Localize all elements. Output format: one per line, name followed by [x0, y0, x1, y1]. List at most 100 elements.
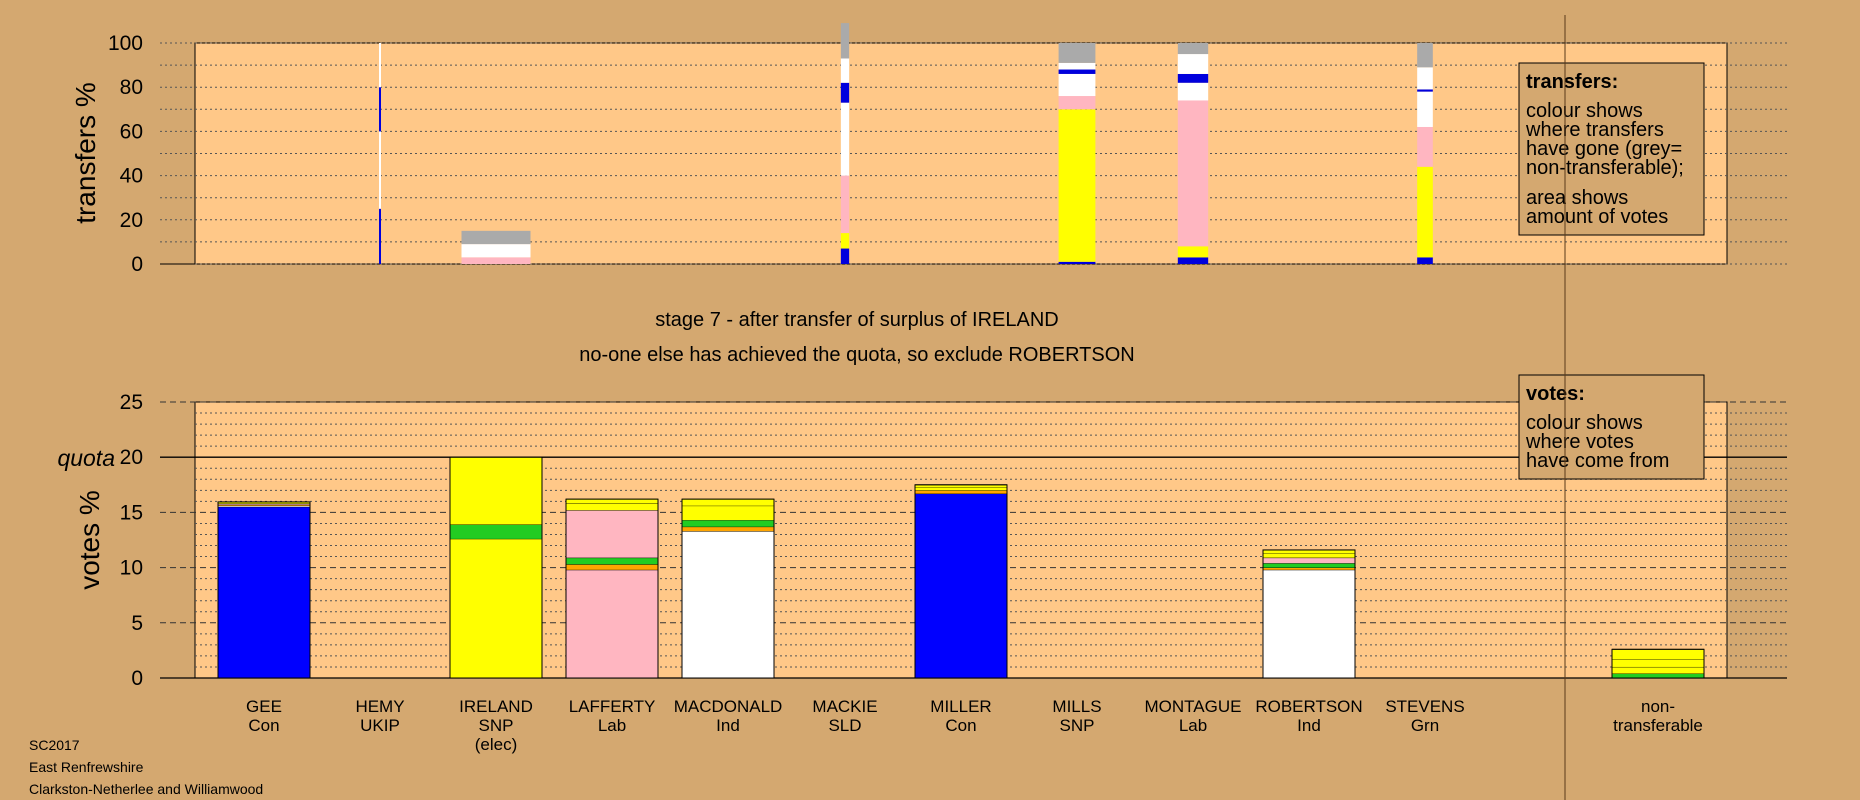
vote-bar-segment [1612, 666, 1704, 674]
vote-bar-outline [1262, 549, 1356, 679]
vote-bar-segment [682, 531, 774, 678]
y-tick-label: 0 [131, 667, 143, 690]
y-tick-label: 20 [120, 209, 143, 232]
transfers-legend-line: non-transferable); [1526, 157, 1684, 179]
vote-bar-segment [682, 520, 774, 527]
candidate-label: LAFFERTY [569, 697, 656, 716]
vote-bar-outline [1611, 648, 1705, 679]
vote-bar-segment [915, 487, 1007, 491]
transfer-bar-segment [1417, 126, 1433, 167]
candidate-label: HEMY [355, 697, 404, 716]
transfer-bar-segment [1417, 166, 1433, 258]
transfers-legend-line: amount of votes [1526, 206, 1668, 228]
candidate-label: Con [945, 716, 976, 735]
vote-bar-segment [682, 505, 774, 521]
votes-legend-line: where votes [1525, 431, 1634, 453]
vote-bar-segment [218, 505, 310, 507]
transfer-bar-segment [840, 233, 850, 249]
vote-bar-segment [1612, 659, 1704, 667]
candidate-label: (elec) [475, 735, 518, 754]
votes-legend-title: votes: [1526, 383, 1585, 405]
vote-bar-segment [566, 569, 658, 678]
votes-legend-line: have come from [1526, 450, 1669, 472]
transfer-bar-segment [1177, 73, 1209, 83]
transfer-bar-segment [379, 208, 381, 264]
transfer-bar-segment [379, 43, 381, 88]
transfers-y-axis-title: transfers % [70, 82, 101, 224]
transfer-bar-segment [461, 257, 531, 264]
candidate-label: Ind [716, 716, 740, 735]
transfers-legend: transfers: colour shows where transfers … [1518, 62, 1705, 236]
transfers-legend-line: area shows [1526, 187, 1628, 209]
transfer-bar-segment [1058, 62, 1096, 70]
votes-y-axis-title: votes % [74, 490, 105, 590]
candidate-label: MACDONALD [674, 697, 783, 716]
vote-bar-outline [217, 501, 311, 679]
candidate-label: UKIP [360, 716, 400, 735]
transfer-bar-segment [1058, 261, 1096, 264]
transfer-bar-segment [1058, 73, 1096, 97]
stage-subtitle: no-one else has achieved the quota, so e… [579, 344, 1135, 366]
transfer-bar-segment [1417, 67, 1433, 90]
vote-bar-segment [218, 503, 310, 505]
y-tick-label: 5 [131, 612, 143, 635]
candidate-label: MILLS [1052, 697, 1101, 716]
candidate-label: Lab [598, 716, 626, 735]
candidate-label: SNP [479, 716, 514, 735]
transfer-bar-segment [840, 175, 850, 234]
votes-legend-line: colour shows [1526, 412, 1643, 434]
y-tick-label: 20 [120, 446, 143, 469]
vote-bar-segment [915, 484, 1007, 488]
vote-bar-segment [566, 510, 658, 558]
vote-bar-outline [681, 498, 775, 679]
vote-bar-segment [566, 557, 658, 565]
vote-bar-segment [1612, 649, 1704, 660]
quota-label: quota [57, 445, 115, 471]
y-tick-label: 25 [120, 391, 143, 414]
candidate-label: Lab [1179, 716, 1207, 735]
footer-line: East Renfrewshire [29, 759, 144, 775]
vote-bar-segment [450, 457, 542, 525]
transfers-legend-title: transfers: [1526, 71, 1618, 93]
candidate-label: ROBERTSON [1255, 697, 1362, 716]
nontransferable-label: transferable [1613, 716, 1703, 735]
vote-bar-segment [1612, 673, 1704, 678]
candidate-label: IRELAND [459, 697, 533, 716]
vote-bar-outline [449, 456, 543, 679]
transfer-bar-segment [379, 131, 381, 209]
y-tick-label: 100 [108, 32, 143, 55]
transfer-bar-segment [840, 82, 850, 103]
vote-bar-segment [566, 503, 658, 511]
vote-bar-segment [450, 524, 542, 539]
transfer-bar-segment [1058, 43, 1096, 63]
votes-legend: votes: colour shows where votes have com… [1518, 374, 1705, 480]
transfer-bar-segment [1177, 82, 1209, 101]
vote-bar-outline [914, 484, 1008, 679]
vote-bar-segment [682, 526, 774, 532]
transfer-bar-segment [1177, 257, 1209, 264]
transfer-bar-segment [840, 58, 850, 83]
vote-bar-segment [915, 490, 1007, 494]
transfer-bar-segment [1417, 257, 1433, 264]
transfer-bar-segment [840, 102, 850, 176]
vote-bar-segment [915, 493, 1007, 678]
vote-bar-segment [218, 506, 310, 678]
vote-bar-segment [566, 499, 658, 504]
candidate-label: MONTAGUE [1145, 697, 1242, 716]
footer-line: Clarkston-Netherlee and Williamwood [29, 781, 263, 797]
vote-bar-segment [566, 564, 658, 570]
vote-bar-segment [1263, 557, 1355, 564]
candidate-label: Con [248, 716, 279, 735]
vote-bar-segment [218, 501, 310, 504]
vote-bar-segment [450, 538, 542, 678]
transfer-bar-segment [1177, 43, 1209, 55]
stage-title: stage 7 - after transfer of surplus of I… [655, 309, 1059, 331]
y-tick-label: 60 [120, 120, 143, 143]
vote-bar-segment [682, 499, 774, 506]
candidate-label: SNP [1060, 716, 1095, 735]
y-tick-label: 0 [131, 253, 143, 276]
vote-bar-segment [1263, 563, 1355, 568]
transfer-bar-segment [1058, 109, 1096, 262]
transfer-bar-segment [1177, 100, 1209, 247]
